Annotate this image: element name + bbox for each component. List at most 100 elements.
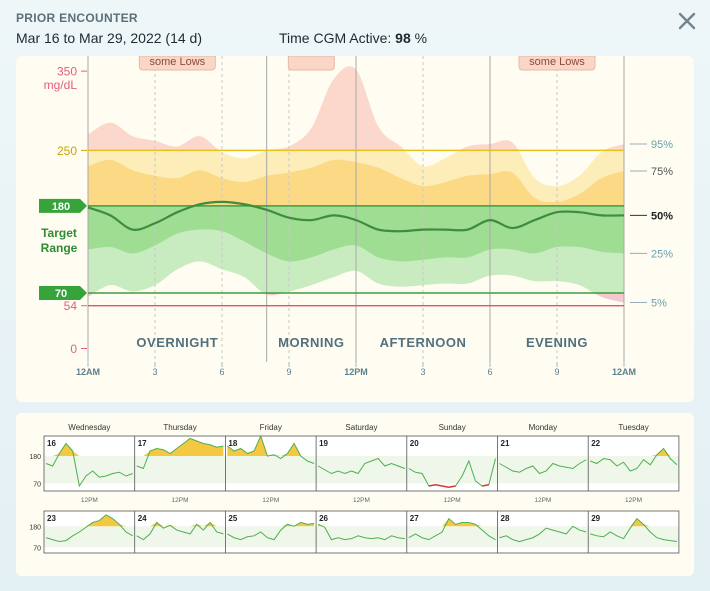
day-date-label: 29 <box>591 514 600 523</box>
x-tick-label: 12AM <box>76 367 100 377</box>
day-glucose-trace <box>45 442 133 488</box>
weekday-label: Monday <box>529 423 557 432</box>
day-low-segment <box>435 484 443 487</box>
day-high-area <box>46 514 133 527</box>
x-tick-label: 9 <box>286 367 291 377</box>
day-high-area <box>227 522 315 527</box>
noon-label: 12PM <box>625 497 642 504</box>
day-date-label: 16 <box>47 439 56 448</box>
target-flag-label: 70 <box>55 288 67 300</box>
day-date-label: 21 <box>501 439 510 448</box>
annotation-tab <box>287 55 335 71</box>
day-date-label: 25 <box>228 514 237 523</box>
day-high-area <box>227 436 315 456</box>
day-low-segment <box>448 485 456 488</box>
weekday-label: Sunday <box>439 423 466 432</box>
percentile-label: 25% <box>651 248 673 260</box>
target-range-label-1: Target <box>41 226 77 240</box>
annotation-tab <box>518 55 596 71</box>
percentile-label: 95% <box>651 139 673 151</box>
annotation-label: some Lows <box>150 56 206 68</box>
x-tick-label: 12PM <box>344 367 368 377</box>
week-y-label: 180 <box>29 454 41 461</box>
x-tick-label: 6 <box>219 367 224 377</box>
day-high-area <box>46 443 133 456</box>
x-tick-label: 12AM <box>612 367 636 377</box>
day-date-label: 26 <box>319 514 328 523</box>
day-glucose-trace <box>499 525 587 543</box>
day-date-label: 20 <box>410 439 419 448</box>
week-target-band <box>44 456 679 484</box>
day-glucose-trace <box>317 523 405 541</box>
y-tick-label: 250 <box>57 144 77 158</box>
close-button[interactable] <box>674 8 700 34</box>
annotation-tab <box>138 55 216 71</box>
day-glucose-trace <box>408 517 496 541</box>
day-date-label: 18 <box>228 439 237 448</box>
percentile-label: 50% <box>651 210 673 222</box>
close-icon <box>678 12 696 30</box>
day-glucose-trace <box>590 447 678 472</box>
day-glucose-trace <box>227 521 315 541</box>
day-glucose-trace <box>136 521 224 541</box>
target-flag <box>39 286 87 301</box>
noon-label: 12PM <box>81 497 98 504</box>
day-date-label: 22 <box>591 439 600 448</box>
day-date-label: 23 <box>47 514 56 523</box>
cgm-active: Time CGM Active: 98 % <box>279 30 427 46</box>
encounter-title: PRIOR ENCOUNTER <box>16 11 138 25</box>
noon-label: 12PM <box>534 497 551 504</box>
period-label: MORNING <box>278 335 344 350</box>
weekday-label: Thursday <box>163 423 196 432</box>
day-high-area <box>590 518 677 527</box>
noon-label: 12PM <box>353 497 370 504</box>
agp-chart-panel: 0 54 250 350 mg/dL 180 70 Target Range 95% 75% 50% 2… <box>16 55 694 402</box>
y-unit-label: mg/dL <box>44 78 78 92</box>
noon-label: 12PM <box>444 497 461 504</box>
y-tick-label: 54 <box>64 299 78 313</box>
target-flag <box>39 198 87 213</box>
week-y-label: 180 <box>29 524 41 531</box>
day-glucose-trace <box>317 457 405 475</box>
week-y-label: 70 <box>33 482 41 489</box>
cgm-active-value: 98 <box>395 30 411 46</box>
period-label: OVERNIGHT <box>136 335 218 350</box>
weekday-label: Tuesday <box>618 423 648 432</box>
weekday-label: Wednesday <box>68 423 110 432</box>
agp-chart: 054250350mg/dL18070TargetRange95%75%50%2… <box>39 55 673 377</box>
day-high-area <box>136 522 224 527</box>
daily-glucose-chart: Wednesday Thursday Friday Saturday Sunday Mon… <box>29 423 680 554</box>
median-line <box>87 200 625 233</box>
y-tick-label: 350 <box>57 65 77 79</box>
cgm-active-unit: % <box>414 30 428 46</box>
day-glucose-trace <box>45 514 133 543</box>
target-flag-label: 180 <box>52 201 70 213</box>
day-low-segment <box>482 484 489 487</box>
day-low-segment <box>442 485 449 488</box>
week-y-label: 70 <box>33 545 41 552</box>
x-tick-label: 9 <box>554 367 559 377</box>
period-label: AFTERNOON <box>380 335 467 350</box>
y-tick-label: 0 <box>70 342 77 356</box>
weekday-label: Friday <box>260 423 282 432</box>
day-glucose-trace <box>227 434 315 464</box>
day-low-segment <box>428 484 436 487</box>
weekday-label: Saturday <box>345 423 377 432</box>
annotation-label: some Lows <box>529 56 585 68</box>
date-range: Mar 16 to Mar 29, 2022 (14 d) <box>16 30 202 46</box>
noon-label: 12PM <box>172 497 189 504</box>
day-date-label: 19 <box>319 439 328 448</box>
x-tick-label: 3 <box>152 367 157 377</box>
day-glucose-trace <box>590 517 677 543</box>
day-date-label: 17 <box>138 439 147 448</box>
day-glucose-trace <box>499 459 587 475</box>
noon-label: 12PM <box>262 497 279 504</box>
daily-glucose-panel: Wednesday Thursday Friday Saturday Sunday Mon… <box>16 413 694 576</box>
period-label: EVENING <box>526 335 588 350</box>
percentile-label: 5% <box>651 298 667 310</box>
x-tick-label: 3 <box>420 367 425 377</box>
target-range-label-2: Range <box>41 241 78 255</box>
day-date-label: 24 <box>138 514 147 523</box>
day-glucose-trace <box>136 437 224 470</box>
